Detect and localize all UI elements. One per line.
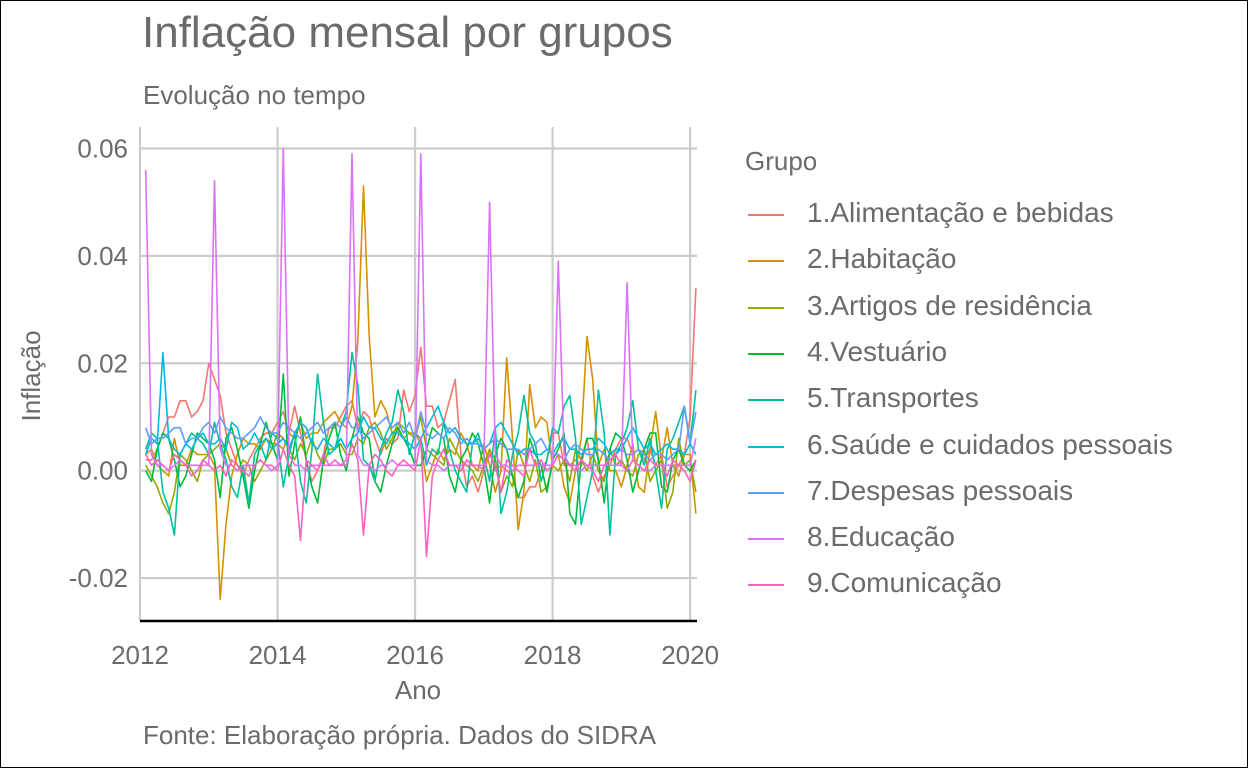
- legend-key: [748, 445, 784, 448]
- x-axis-label: Ano: [395, 675, 441, 705]
- legend-key: [748, 538, 784, 541]
- legend-label: 5.Transportes: [807, 382, 979, 414]
- x-tick-label: 2020: [661, 640, 719, 670]
- legend-key: [748, 491, 784, 494]
- series-line: [144, 437, 697, 558]
- y-tick-label: 0.04: [77, 241, 128, 271]
- y-axis-ticks: -0.02 0.00 0.02 0.04 0.06: [69, 133, 128, 593]
- series-lines: [144, 147, 697, 601]
- series-line: [144, 405, 697, 461]
- legend-label: 3.Artigos de residência: [807, 289, 1092, 321]
- legend-title: Grupo: [745, 146, 818, 176]
- x-tick-label: 2016: [386, 640, 444, 670]
- legend-label: 7.Despesas pessoais: [807, 474, 1074, 506]
- legend-label: 4.Vestuário: [807, 335, 948, 367]
- y-tick-label: -0.02: [69, 563, 128, 593]
- series-line: [145, 185, 697, 601]
- series-line: [144, 147, 697, 472]
- chart-caption: Fonte: Elaboração própria. Dados do SIDR…: [143, 720, 657, 750]
- legend-key: [748, 399, 784, 402]
- legend-label: 8.Educação: [807, 521, 955, 553]
- legend-label: 2.Habitação: [807, 243, 957, 275]
- chart-title: Inflação mensal por grupos: [142, 8, 673, 57]
- x-tick-label: 2018: [524, 640, 582, 670]
- x-axis-ticks: 2012 2014 2016 2018 2020: [111, 640, 719, 670]
- chart-subtitle: Evolução no tempo: [143, 80, 366, 110]
- legend-label: 1.Alimentação e bebidas: [807, 197, 1114, 228]
- legend-key: [748, 260, 784, 263]
- legend-key: [748, 214, 784, 216]
- series-line: [144, 373, 697, 526]
- x-tick-label: 2014: [249, 640, 307, 670]
- y-tick-label: 0.00: [77, 456, 128, 486]
- y-tick-label: 0.02: [77, 348, 128, 378]
- legend-key: [748, 306, 784, 309]
- x-tick-label: 2012: [111, 640, 169, 670]
- y-tick-label: 0.06: [77, 133, 128, 163]
- legend-label: 6.Saúde e cuidados pessoais: [807, 428, 1173, 460]
- legend-label: 9.Comunicação: [807, 567, 1002, 599]
- legend-key: [748, 352, 784, 355]
- legend-key: [748, 584, 784, 587]
- y-axis-label: Inflação: [16, 330, 46, 421]
